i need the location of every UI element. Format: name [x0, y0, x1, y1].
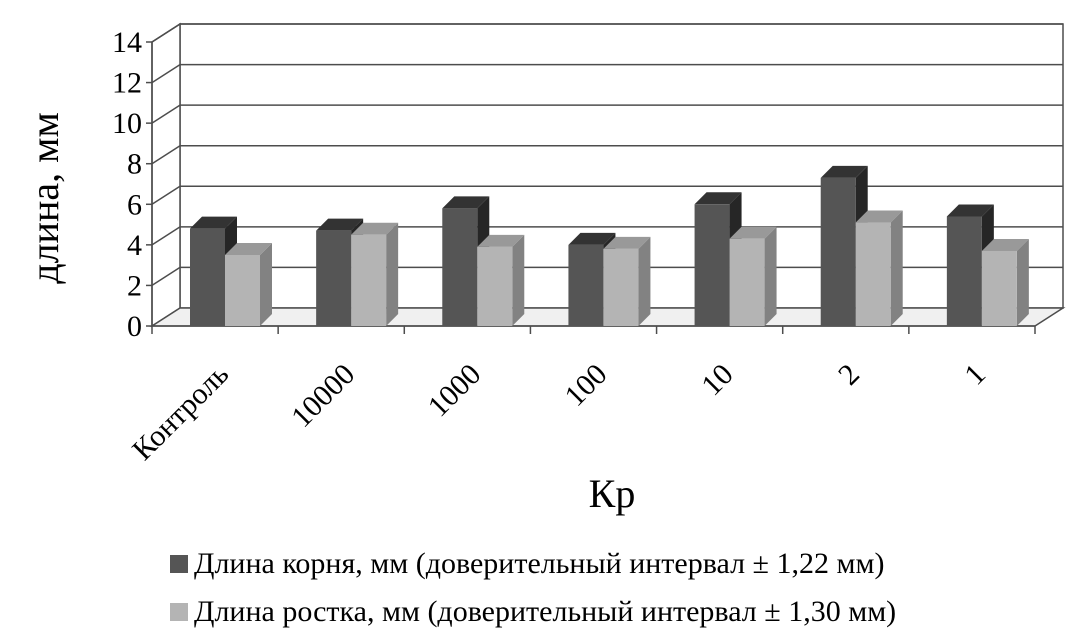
gridline — [151, 63, 1063, 84]
bar-sprout — [981, 238, 1029, 326]
bar-front — [225, 255, 260, 326]
bar-side — [386, 222, 399, 326]
bar-top — [225, 243, 272, 255]
bar-front — [855, 222, 891, 326]
bar-front — [568, 244, 604, 326]
x-tick-label: 10 — [695, 358, 740, 403]
bar-front — [351, 234, 387, 326]
bar-front — [820, 177, 856, 326]
legend: Длина корня, мм (доверительный интервал … — [170, 540, 896, 636]
bar-top — [729, 226, 777, 239]
y-tick-labels: 0 2 4 6 8 10 12 14 — [112, 26, 142, 343]
side-wall — [151, 22, 181, 328]
gridline — [151, 185, 1063, 205]
x-tick-label: Контроль — [126, 358, 235, 467]
gridline — [151, 23, 1063, 43]
bar-side — [638, 236, 651, 326]
x-tick-label: 1 — [958, 358, 992, 392]
bar-side — [1016, 238, 1029, 326]
bar-front — [729, 238, 765, 326]
bar-top — [190, 216, 237, 229]
bar-side — [512, 234, 525, 326]
y-tick-label: 6 — [127, 188, 142, 221]
gridline — [151, 144, 1063, 165]
bar-front — [316, 230, 352, 326]
x-tick-label: 1000 — [422, 358, 488, 424]
bar-top — [981, 238, 1029, 251]
bar-top — [946, 204, 994, 217]
bars — [190, 165, 1029, 326]
x-tick-label: 10000 — [285, 358, 361, 434]
y-tick-label: 4 — [127, 229, 142, 262]
bar-sprout — [225, 243, 272, 326]
x-tick-label: 2 — [832, 358, 866, 392]
y-tick-label: 8 — [127, 148, 142, 181]
x-tick-label: 100 — [558, 358, 613, 413]
bar-side — [260, 243, 272, 326]
bar-sprout — [729, 226, 777, 326]
legend-item-sprout: Длина ростка, мм (доверительный интервал… — [170, 588, 896, 636]
y-axis-label: длина, мм — [22, 112, 67, 284]
bar-sprout — [855, 210, 903, 326]
bar-top — [316, 218, 364, 231]
y-tick-label: 10 — [112, 107, 142, 140]
legend-item-root: Длина корня, мм (доверительный интервал … — [170, 540, 896, 588]
bar-side — [890, 210, 903, 326]
y-tick-label: 12 — [112, 67, 142, 100]
bar-sprout — [603, 236, 651, 326]
y-tick-label: 14 — [112, 26, 142, 59]
bar-front — [946, 216, 982, 326]
y-tick-label: 0 — [127, 310, 142, 343]
bar-top — [477, 234, 525, 247]
x-tick-labels: Контроль 10000 1000 100 10 2 1 — [126, 358, 992, 467]
gridline — [151, 104, 1063, 124]
legend-label-sprout: Длина ростка, мм (доверительный интервал… — [194, 595, 897, 628]
bar-top — [820, 165, 868, 178]
bar-side — [764, 226, 777, 326]
bar-sprout — [351, 222, 399, 326]
bar-top — [603, 236, 651, 249]
bar-top — [351, 222, 399, 235]
chart: 0 2 4 6 8 10 12 14 Контроль 10000 1000 100 10 2 1 дли… — [22, 22, 1066, 516]
legend-swatch-root — [170, 555, 188, 573]
bar-top — [442, 196, 490, 209]
legend-label-root: Длина корня, мм (доверительный интервал … — [194, 547, 885, 580]
bar-top — [855, 210, 903, 223]
y-tick-label: 2 — [127, 269, 142, 302]
x-axis-label: Кр — [589, 471, 636, 516]
bar-root — [190, 216, 237, 326]
legend-swatch-sprout — [170, 603, 188, 621]
bar-front — [981, 250, 1017, 326]
bar-sprout — [477, 234, 525, 326]
bar-top — [694, 192, 742, 205]
bar-top — [568, 232, 616, 245]
bar-front — [477, 246, 513, 326]
bar-front — [190, 228, 225, 326]
bar-front — [694, 204, 730, 326]
bar-front — [442, 208, 478, 326]
bar-front — [603, 248, 639, 326]
